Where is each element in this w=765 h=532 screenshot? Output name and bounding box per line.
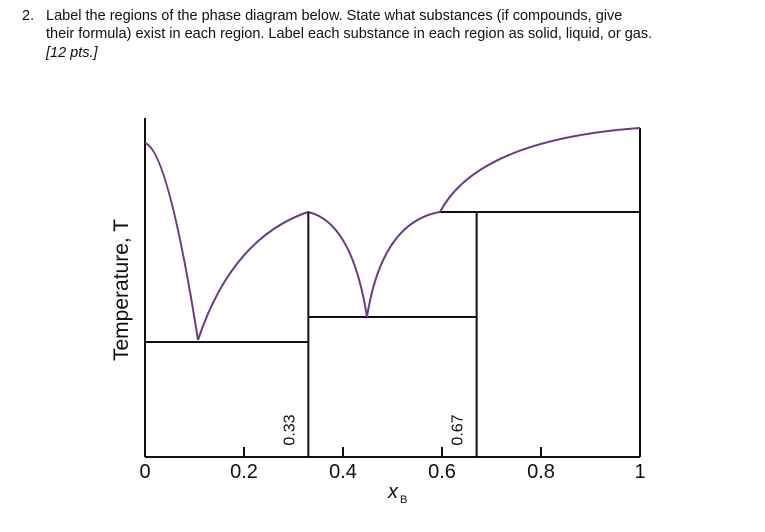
question-points: [12 pts.]: [45, 45, 99, 61]
liquidus: [144, 142, 199, 341]
question-line: Label the regions of the phase diagram b…: [46, 8, 622, 24]
x-tick-label: 0.8: [527, 461, 555, 483]
phase-diagram: Temperature, T x B: [110, 118, 641, 506]
x-tick-label: 1: [634, 461, 645, 483]
x-tick-label: 0.6: [428, 461, 456, 483]
liquidus: [439, 127, 641, 213]
question-line: their formula) exist in each region. Lab…: [46, 26, 652, 42]
compound-label: 0.33: [281, 414, 298, 445]
x-axis-label-subscript: B: [400, 494, 407, 506]
x-axis-label: x: [387, 481, 399, 503]
y-axis-label: Temperature, T: [110, 219, 133, 361]
liquidus: [366, 211, 441, 318]
liquidus: [307, 211, 368, 318]
x-tick-label: 0.2: [230, 461, 258, 483]
question-number: 2.: [22, 8, 34, 24]
x-tick-label: 0: [139, 461, 150, 483]
x-tick-label: 0.4: [329, 461, 357, 483]
compound-label: 0.67: [450, 414, 467, 445]
liquidus: [197, 211, 309, 341]
